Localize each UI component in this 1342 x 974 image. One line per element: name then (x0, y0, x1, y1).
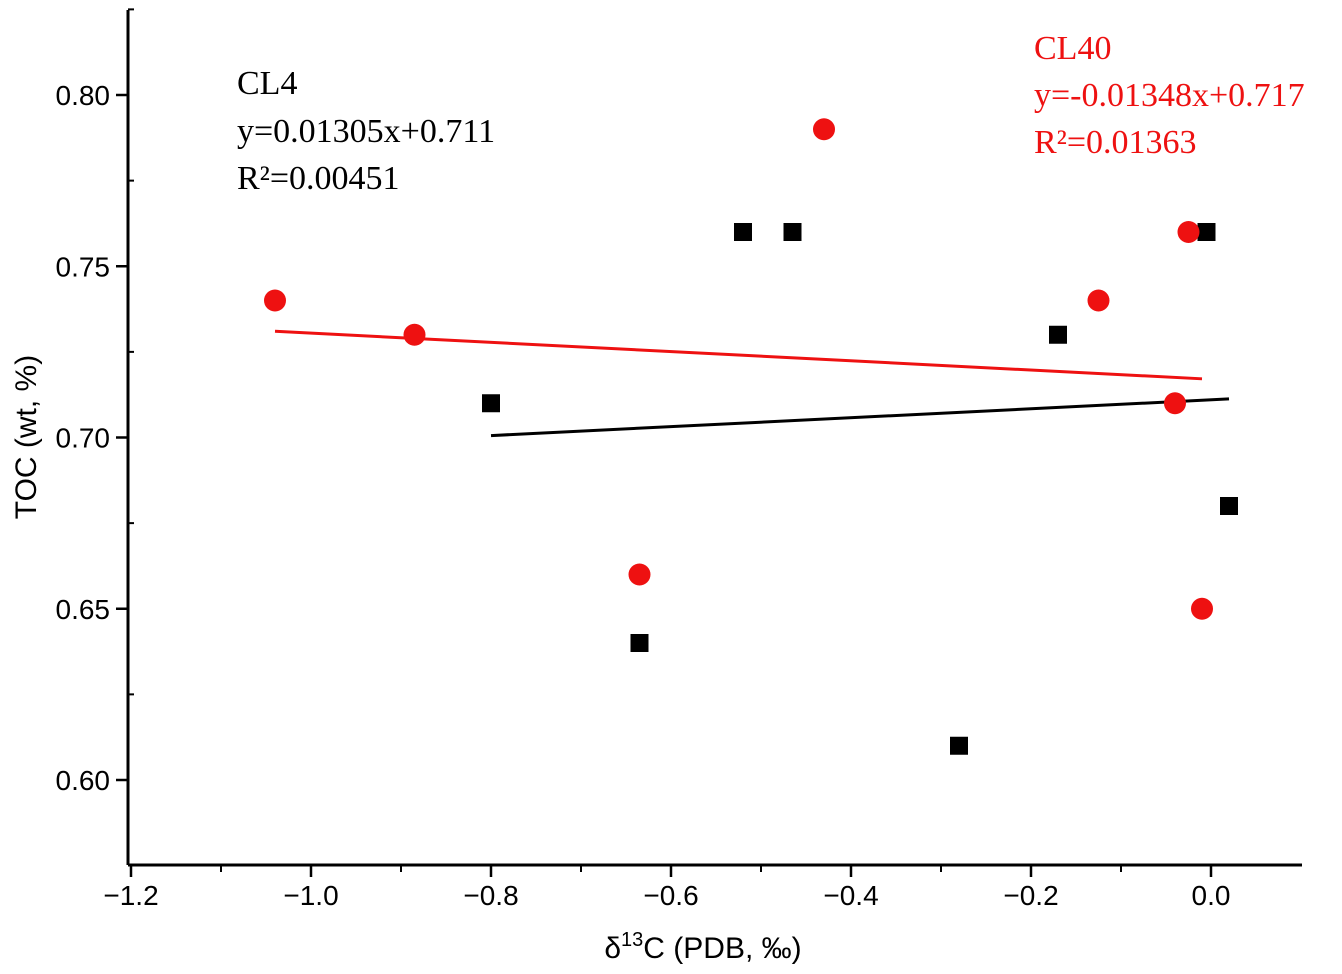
cl40-data-point (1177, 221, 1200, 243)
cl40-data-point (264, 289, 286, 312)
cl4-data-point (482, 394, 500, 413)
cl40-annotation: CL40 y=-0.01348x+0.717 R²=0.01363 (1034, 30, 1305, 161)
cl40-data-point (1164, 392, 1186, 415)
y-tick-label: 0.80 (56, 80, 111, 111)
cl40-data-point (628, 563, 651, 586)
cl4-data-point (783, 223, 802, 241)
cl4-data-point (734, 223, 752, 241)
cl4-data-point (1049, 325, 1067, 344)
cl40-data-point (403, 323, 426, 346)
x-tick-label: −1.2 (103, 880, 158, 911)
x-tick-label: −0.6 (643, 880, 698, 911)
fit-lines (274, 329, 1230, 438)
y-tick-label: 0.65 (56, 594, 111, 625)
y-axis-title: TOC (wt, %) (10, 355, 43, 519)
cl4-annotation-equation: y=0.01305x+0.711 (237, 113, 495, 150)
x-tick-label: −0.2 (1003, 880, 1058, 911)
y-tick-label: 0.60 (56, 765, 111, 796)
x-axis-title: δ13C (PDB, ‰) (604, 929, 801, 965)
x-tick-label: 0.0 (1192, 880, 1231, 911)
x-tick-label: −0.4 (823, 880, 878, 911)
cl4-data-point (1220, 497, 1238, 515)
cl4-annotation-r2: R²=0.00451 (237, 160, 400, 197)
y-tick-label: 0.70 (56, 423, 111, 454)
cl40-annotation-equation: y=-0.01348x+0.717 (1034, 77, 1305, 114)
cl4-fit-line (490, 397, 1230, 438)
cl4-data-point (1197, 223, 1216, 241)
x-tick-label: −1.0 (283, 880, 338, 911)
cl4-annotation-name: CL4 (237, 65, 297, 102)
cl40-fit-line (274, 329, 1203, 381)
y-tick-label: 0.75 (56, 251, 111, 282)
cl40-data-point (1087, 289, 1110, 312)
cl4-annotation: CL4 y=0.01305x+0.711 R²=0.00451 (237, 65, 495, 197)
data-points (264, 118, 1238, 755)
cl4-data-point (950, 736, 968, 755)
cl4-data-point (630, 634, 649, 652)
x-tick-label: −0.8 (463, 880, 518, 911)
cl40-annotation-r2: R²=0.01363 (1034, 124, 1197, 161)
cl40-data-point (813, 118, 835, 141)
cl40-data-point (1191, 597, 1213, 620)
ticks-layer: −1.2 −1.0 −0.8 −0.6 −0.4 −0.2 0.0 0.60 0.65 0.70 0… (56, 8, 1231, 911)
cl40-annotation-name: CL40 (1034, 30, 1111, 67)
